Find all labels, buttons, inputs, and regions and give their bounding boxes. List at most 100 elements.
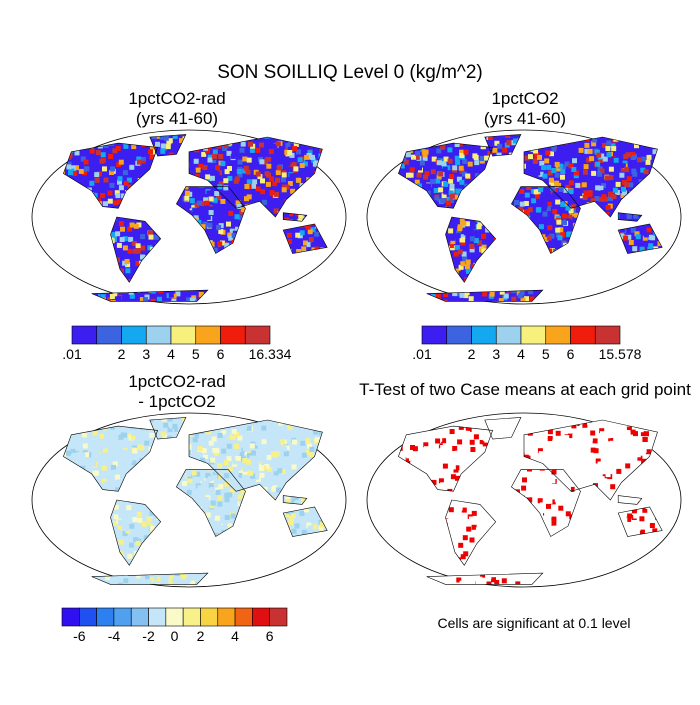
grid-cell bbox=[456, 577, 462, 583]
grid-cell bbox=[63, 134, 66, 139]
grid-cell bbox=[178, 477, 184, 483]
grid-cell bbox=[629, 138, 635, 144]
grid-cell bbox=[259, 142, 264, 148]
grid-cell bbox=[454, 510, 460, 516]
grid-cell bbox=[67, 567, 73, 573]
grid-cell bbox=[116, 199, 122, 205]
grid-cell bbox=[388, 146, 393, 151]
grid-cell bbox=[279, 452, 285, 458]
grid-cell bbox=[136, 222, 142, 228]
colorbar-label: 2 bbox=[468, 346, 476, 362]
grid-cell bbox=[63, 138, 64, 143]
grid-cell bbox=[623, 235, 629, 241]
grid-cell bbox=[342, 556, 347, 561]
grid-cell bbox=[291, 464, 297, 470]
grid-cell bbox=[217, 463, 223, 469]
grid-cell bbox=[398, 439, 400, 445]
grid-cell bbox=[519, 189, 525, 194]
grid-cell bbox=[335, 148, 340, 153]
colorbar-label: -4 bbox=[108, 628, 121, 644]
grid-cell bbox=[40, 416, 45, 421]
grid-cell bbox=[555, 227, 561, 233]
grid-cell bbox=[149, 154, 155, 160]
grid-cell bbox=[450, 239, 456, 245]
grid-cell bbox=[534, 193, 540, 199]
grid-cell bbox=[453, 194, 458, 200]
grid-cell bbox=[32, 245, 37, 250]
grid-cell bbox=[86, 584, 92, 585]
grid-cell bbox=[292, 137, 298, 143]
grid-cell bbox=[97, 483, 103, 489]
grid-cell bbox=[251, 450, 256, 456]
grid-cell bbox=[126, 154, 132, 160]
grid-cell bbox=[131, 430, 137, 436]
grid-cell bbox=[447, 158, 453, 164]
grid-cell bbox=[184, 190, 190, 196]
grid-cell bbox=[449, 193, 455, 199]
grid-cell bbox=[547, 470, 553, 476]
grid-cell bbox=[305, 290, 311, 296]
grid-cell bbox=[601, 194, 607, 200]
grid-cell bbox=[46, 431, 51, 436]
grid-cell bbox=[665, 264, 670, 269]
grid-cell bbox=[227, 492, 233, 498]
panel-title: (yrs 41-60) bbox=[136, 109, 218, 128]
grid-cell bbox=[205, 148, 211, 154]
grid-cell bbox=[656, 269, 662, 275]
grid-cell bbox=[335, 549, 340, 554]
grid-cell bbox=[126, 177, 132, 183]
grid-cell bbox=[368, 262, 373, 267]
grid-cell bbox=[70, 585, 75, 590]
grid-cell bbox=[330, 550, 335, 555]
grid-cell bbox=[345, 541, 350, 546]
grid-cell bbox=[307, 280, 313, 285]
grid-cell bbox=[156, 432, 162, 438]
grid-cell bbox=[92, 134, 98, 137]
grid-cell bbox=[329, 550, 334, 555]
grid-cell bbox=[269, 304, 274, 309]
grid-cell bbox=[386, 565, 391, 570]
grid-cell bbox=[436, 174, 442, 180]
grid-cell bbox=[584, 142, 590, 148]
grid-cell bbox=[581, 182, 587, 188]
grid-cell bbox=[568, 180, 574, 186]
grid-cell bbox=[443, 156, 449, 162]
grid-cell bbox=[63, 570, 66, 576]
grid-cell bbox=[89, 417, 94, 420]
grid-cell bbox=[186, 203, 192, 209]
colorbar-box bbox=[244, 325, 271, 345]
grid-cell bbox=[214, 191, 220, 196]
grid-cell bbox=[272, 485, 278, 491]
grid-cell bbox=[406, 453, 412, 459]
grid-cell bbox=[40, 565, 45, 570]
grid-cell bbox=[309, 567, 315, 573]
grid-cell bbox=[596, 152, 602, 158]
grid-cell bbox=[377, 276, 382, 281]
grid-cell bbox=[414, 154, 420, 160]
grid-cell bbox=[330, 296, 335, 301]
grid-cell bbox=[198, 147, 204, 153]
grid-cell bbox=[63, 434, 65, 440]
grid-cell bbox=[670, 175, 675, 180]
grid-cell bbox=[464, 290, 470, 296]
grid-cell bbox=[68, 136, 74, 142]
grid-cell bbox=[184, 195, 190, 201]
grid-cell bbox=[342, 291, 347, 296]
grid-cell bbox=[547, 429, 553, 435]
grid-cell bbox=[659, 144, 663, 150]
grid-cell bbox=[172, 423, 178, 429]
grid-cell bbox=[592, 438, 598, 444]
grid-cell bbox=[297, 285, 303, 291]
grid-cell bbox=[440, 482, 446, 488]
grid-cell bbox=[119, 442, 125, 448]
grid-cell bbox=[461, 171, 467, 177]
grid-cell bbox=[346, 239, 351, 244]
grid-cell bbox=[274, 289, 280, 295]
grid-cell bbox=[198, 292, 204, 297]
grid-cell bbox=[393, 428, 398, 433]
grid-cell bbox=[333, 578, 338, 583]
grid-cell bbox=[92, 470, 98, 476]
grid-cell bbox=[620, 166, 626, 172]
grid-cell bbox=[218, 223, 224, 229]
grid-cell bbox=[414, 580, 420, 585]
